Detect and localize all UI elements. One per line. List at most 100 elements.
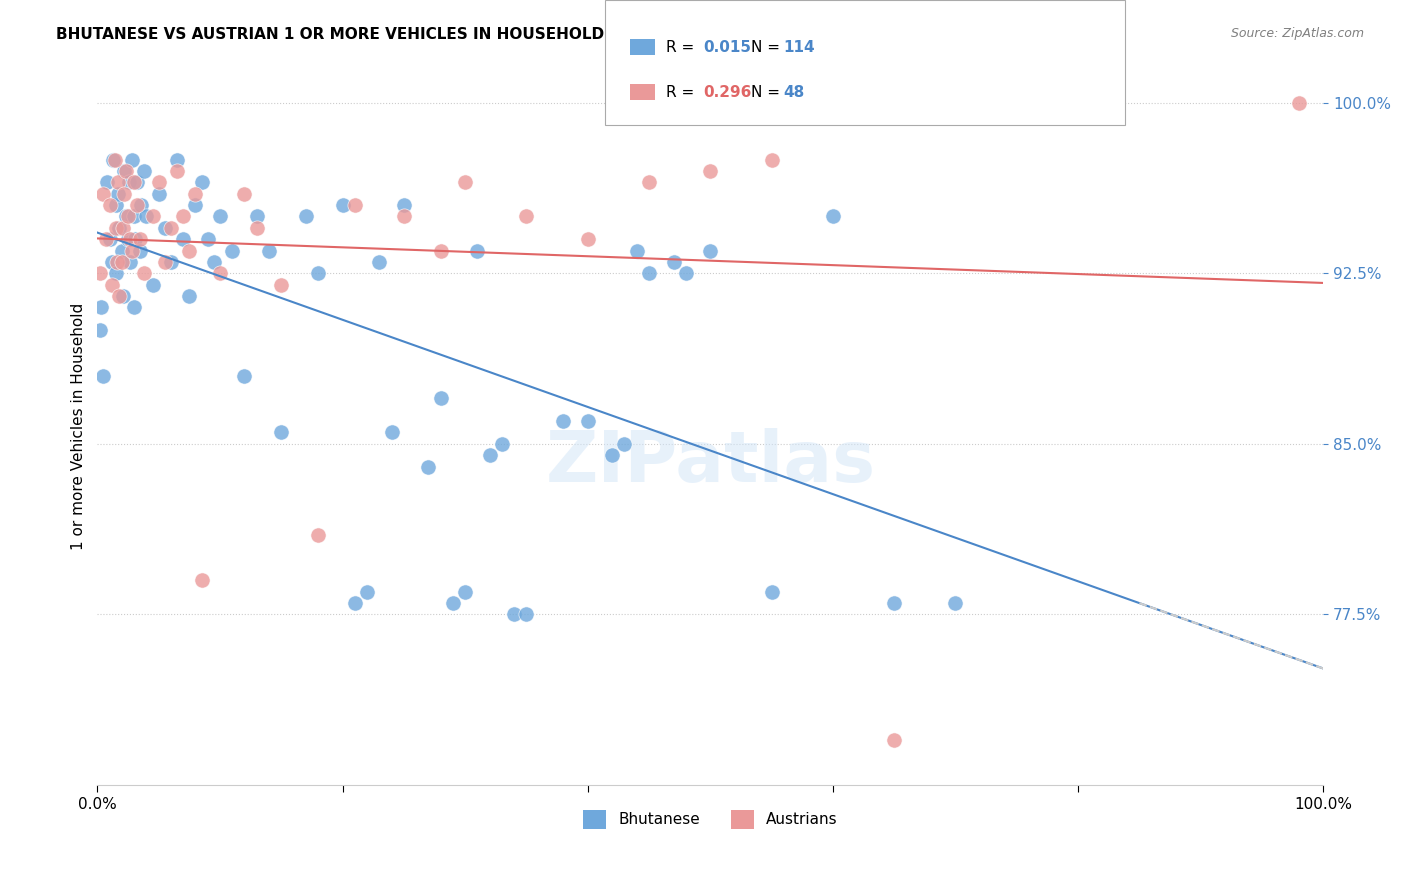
Point (197, 232, 219, 246)
Point (883, 596, 905, 610)
Point (184, 186, 207, 201)
Point (125, 175, 148, 189)
Point (246, 210, 269, 224)
Point (392, 198, 415, 212)
Point (122, 210, 145, 224)
Text: N =: N = (751, 86, 785, 100)
Text: R =: R = (666, 40, 700, 55)
Point (122, 175, 145, 189)
Point (166, 153, 188, 167)
Point (129, 244, 152, 258)
Point (600, 448, 623, 462)
Point (467, 244, 489, 258)
Point (515, 210, 537, 224)
Point (111, 255, 134, 269)
Point (392, 210, 415, 224)
Text: Source: ZipAtlas.com: Source: ZipAtlas.com (1230, 27, 1364, 40)
Point (662, 255, 685, 269)
Point (208, 210, 231, 224)
Text: 48: 48 (783, 86, 804, 100)
Point (270, 425, 292, 440)
Point (112, 164, 135, 178)
Point (129, 232, 152, 246)
Point (418, 459, 440, 474)
Point (233, 186, 256, 201)
Point (441, 596, 464, 610)
Text: 114: 114 (783, 40, 814, 55)
Point (135, 210, 157, 224)
Point (117, 232, 139, 246)
Point (148, 175, 170, 189)
Point (307, 266, 329, 280)
Point (233, 368, 256, 383)
Text: BHUTANESE VS AUSTRIAN 1 OR MORE VEHICLES IN HOUSEHOLD CORRELATION CHART: BHUTANESE VS AUSTRIAN 1 OR MORE VEHICLES… (56, 27, 792, 42)
Point (429, 392, 451, 406)
Point (90, 301, 112, 315)
Point (108, 289, 131, 303)
Point (114, 210, 136, 224)
Point (179, 244, 201, 258)
Point (124, 232, 146, 246)
Point (93, 186, 115, 201)
Point (108, 220, 131, 235)
Point (107, 175, 129, 189)
Point (160, 220, 183, 235)
Point (208, 266, 231, 280)
Point (112, 289, 135, 303)
Point (699, 244, 721, 258)
Point (699, 164, 721, 178)
Point (103, 153, 125, 167)
Point (96, 175, 118, 189)
Point (172, 232, 194, 246)
Point (148, 186, 170, 201)
Point (117, 210, 139, 224)
Text: R =: R = (666, 86, 700, 100)
Point (107, 186, 129, 201)
Legend: Bhutanese, Austrians: Bhutanese, Austrians (576, 804, 844, 835)
Point (120, 255, 142, 269)
Point (491, 437, 513, 451)
Point (132, 164, 155, 178)
Point (307, 528, 329, 542)
Point (429, 244, 451, 258)
Point (294, 210, 316, 224)
Point (761, 584, 783, 599)
Point (761, 153, 783, 167)
Point (105, 255, 128, 269)
Point (112, 186, 135, 201)
Point (883, 732, 905, 747)
Point (202, 255, 225, 269)
Point (179, 289, 201, 303)
Point (270, 277, 292, 292)
Point (166, 164, 188, 178)
Point (945, 596, 967, 610)
Point (343, 596, 366, 610)
Point (478, 448, 501, 462)
Point (638, 175, 661, 189)
Point (821, 210, 844, 224)
Point (98, 198, 121, 212)
Point (638, 266, 661, 280)
Point (120, 232, 142, 246)
Point (576, 232, 599, 246)
Point (454, 584, 477, 599)
Point (101, 255, 124, 269)
Point (153, 255, 176, 269)
Point (125, 198, 148, 212)
Point (104, 266, 127, 280)
Point (626, 244, 648, 258)
Point (675, 266, 697, 280)
Point (153, 220, 176, 235)
Point (114, 164, 136, 178)
Point (454, 175, 477, 189)
Point (553, 414, 575, 428)
Text: N =: N = (751, 40, 785, 55)
Point (89, 323, 111, 337)
Point (160, 255, 183, 269)
Point (1288, 95, 1310, 110)
Point (141, 210, 163, 224)
Point (112, 220, 135, 235)
Point (257, 244, 280, 258)
Point (503, 607, 526, 622)
Point (131, 198, 153, 212)
